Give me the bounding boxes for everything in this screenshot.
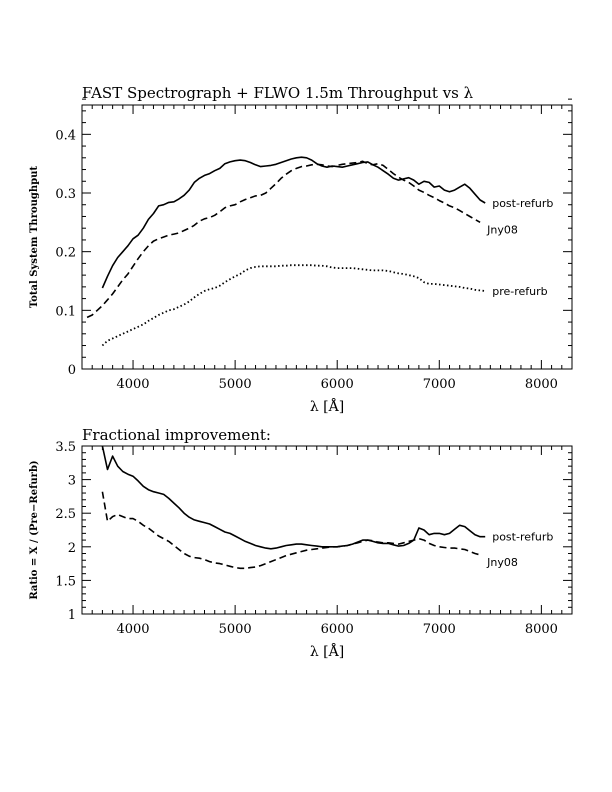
bottom-label-post-refurb: post-refurb	[492, 531, 553, 544]
bottom-series-labels: post-refurb Jny08	[486, 531, 553, 569]
bottom-x-tick-label: 5000	[219, 622, 252, 637]
bottom-x-tick-label: 6000	[321, 622, 354, 637]
top-series-lines	[86, 156, 486, 347]
bottom-x-tick-label: 7000	[423, 622, 456, 637]
top-x-tick-label: 5000	[219, 377, 252, 392]
top-y-tick-label: 0.1	[55, 304, 76, 319]
bottom-series-jny08	[101, 491, 481, 570]
top-series-post-refurb	[101, 156, 486, 289]
top-series-jny08	[86, 160, 481, 319]
top-label-jny08: Jny08	[486, 223, 518, 236]
top-label-post-refurb: post-refurb	[492, 197, 553, 210]
bottom-title: Fractional improvement:	[82, 426, 271, 444]
bottom-label-jny08: Jny08	[486, 556, 518, 569]
top-y-tick-label: 0.3	[55, 187, 76, 202]
top-series-labels: post-refurb Jny08 pre-refurb	[486, 197, 553, 298]
top-y-tick-label: 0	[68, 363, 76, 378]
top-tick-marks: 4000 5000 6000 7000 8000 0 0.1 0.2 0.3 0.4	[55, 98, 573, 392]
bottom-y-axis-label: Ratio = X / (Pre−Refurb)	[29, 460, 40, 599]
bottom-x-tick-label: 4000	[116, 622, 149, 637]
bottom-series-post-refurb	[101, 445, 486, 550]
top-x-tick-label: 7000	[423, 377, 456, 392]
bottom-x-tick-label: 8000	[525, 622, 558, 637]
bottom-panel: Fractional improvement: 4000 5000 6000 7000…	[29, 426, 573, 660]
top-x-tick-label: 4000	[116, 377, 149, 392]
top-y-tick-label: 0.4	[55, 128, 76, 143]
bottom-y-tick-label: 3	[68, 474, 76, 489]
top-y-axis-label: Total System Throughput	[29, 166, 40, 308]
top-series-pre-refurb	[101, 264, 486, 347]
bottom-y-tick-label: 3.5	[55, 440, 76, 455]
top-x-tick-label: 6000	[321, 377, 354, 392]
bottom-y-tick-label: 1	[68, 608, 76, 623]
top-panel: FAST Spectrograph + FLWO 1.5m Throughput…	[29, 84, 573, 415]
bottom-y-tick-label: 1.5	[55, 574, 76, 589]
top-plot-frame	[81, 104, 573, 370]
bottom-series-lines	[101, 445, 486, 570]
top-y-tick-label: 0.2	[55, 246, 76, 261]
bottom-tick-marks: 4000 5000 6000 7000 8000 1 1.5 2 2.5 3 3.5	[55, 440, 573, 637]
bottom-x-axis-label: λ [Å]	[310, 642, 344, 660]
top-x-tick-label: 8000	[525, 377, 558, 392]
bottom-y-tick-label: 2	[68, 541, 76, 556]
top-label-pre-refurb: pre-refurb	[492, 285, 547, 298]
top-title: FAST Spectrograph + FLWO 1.5m Throughput…	[82, 84, 474, 102]
top-x-axis-label: λ [Å]	[310, 397, 344, 415]
bottom-y-tick-label: 2.5	[55, 507, 76, 522]
